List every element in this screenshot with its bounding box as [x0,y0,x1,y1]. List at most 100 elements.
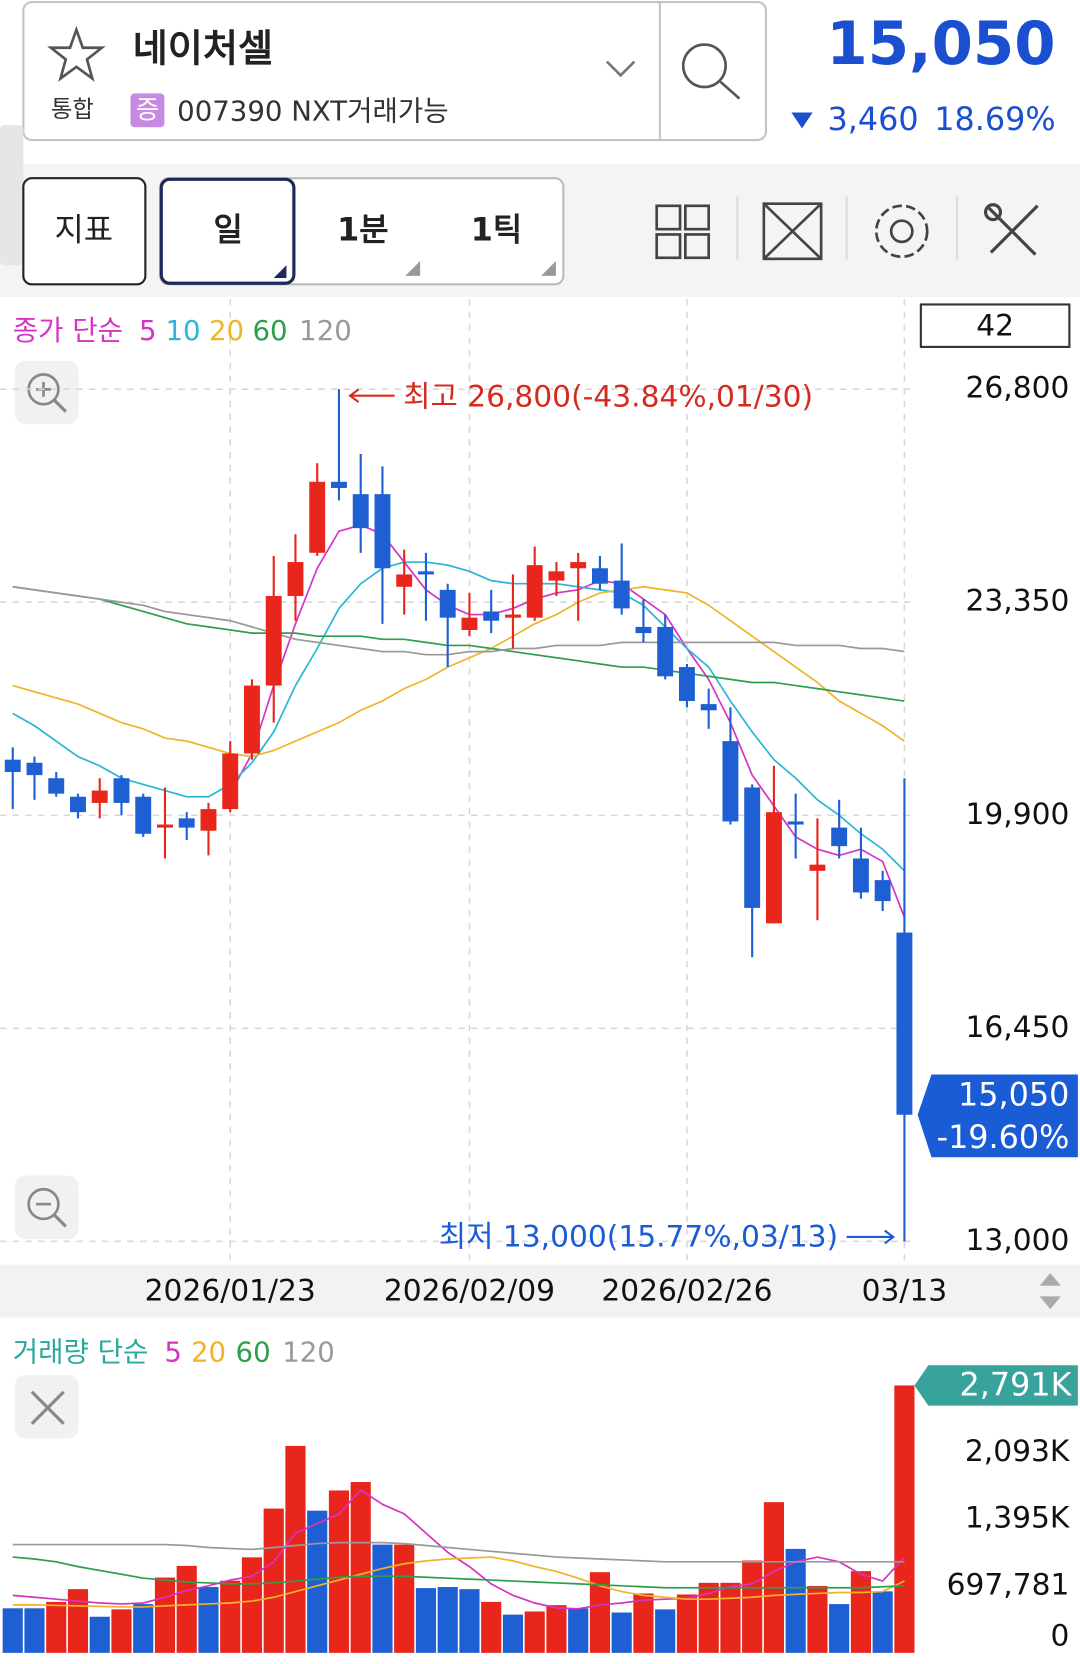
dropdown-chevron[interactable] [605,60,636,78]
indicator-button[interactable] [22,177,147,286]
x-tick-label: 2026/02/26 [601,1274,772,1309]
period-box[interactable] [919,303,1071,348]
candle-body [896,932,913,1115]
legend-item: 20 [209,314,244,347]
candle-body [26,762,43,776]
scroll-arrows[interactable] [1039,1273,1061,1310]
volume-bar [872,1591,893,1653]
volume-bar [285,1445,306,1653]
candle-body [157,824,173,828]
volume-bar [633,1593,654,1653]
volume-bar [198,1587,219,1653]
volume-bar [546,1605,567,1653]
current-price: 15,050 [826,10,1055,79]
volume-bar [350,1482,371,1653]
candle-body [657,626,674,677]
volume-bar [263,1508,284,1653]
zoom-in[interactable] [14,360,79,425]
candle-body [439,589,456,618]
legend-item: 5 [139,314,157,347]
candle-body [352,494,369,529]
period-minute[interactable]: 1분 [337,210,388,248]
search-box[interactable] [22,1,768,142]
volume-bar [459,1589,480,1653]
candle-body [700,704,717,711]
volume-bar [742,1560,763,1653]
candle-body [374,494,391,569]
volume-bar [415,1588,437,1653]
volume-bar [850,1571,871,1653]
candle-body [526,565,543,618]
low-annotation: 최저 13,000(15.77%,03/13) [439,1220,838,1255]
volume-bar [133,1604,154,1653]
volume-bar [111,1609,132,1653]
corner-mark [541,260,556,276]
volume-bar [589,1572,611,1653]
last-price-label: 15,050 [958,1076,1069,1114]
badge: 증 [136,95,159,125]
y-tick-label: 13,000 [965,1223,1069,1258]
volume-bar [307,1510,328,1653]
period-tick[interactable]: 1틱 [471,210,522,248]
y-tick-label: 16,450 [965,1010,1069,1045]
legend-item: 5 [164,1336,182,1369]
side-tab[interactable] [0,125,24,266]
expand-icon[interactable] [762,202,823,261]
date-bar [0,1264,1080,1318]
period-selected[interactable] [159,177,296,285]
corner-mark [405,260,421,276]
volume-bar [394,1544,415,1653]
settings-icon[interactable] [874,204,929,259]
volume-bar [655,1609,676,1653]
candle-body [309,481,326,553]
candle-body [91,790,108,803]
candle-body [287,562,304,597]
market-label: 통합 [51,95,94,123]
legend-item: 10 [166,314,201,347]
candle-body [504,614,521,618]
stock-code: 007390 NXT거래가능 [177,94,448,127]
candle-body [744,787,761,908]
volume-bar [24,1608,45,1653]
volume-bar [154,1577,176,1653]
legend-item: 120 [282,1336,335,1369]
volume-bar [481,1601,502,1653]
volume-bar [502,1614,524,1653]
candle-body [396,574,413,587]
moving-average-line [12,1541,905,1563]
candle-body [852,858,869,893]
close-indicator[interactable] [14,1374,79,1439]
y-tick-label: 2,093K [965,1434,1071,1469]
candle-body [4,759,21,773]
tools-icon[interactable] [983,203,1039,256]
volume-bar [176,1565,197,1653]
volume-bar [611,1612,632,1653]
volume-bar [89,1616,110,1653]
moving-average-line [229,524,906,918]
candle-body [613,580,630,609]
legend-title: 종가 단순 [13,314,123,347]
volume-bar [67,1589,89,1653]
candle-body [831,827,848,847]
zoom-out[interactable] [14,1175,79,1240]
legend-item: 60 [252,314,287,347]
moving-average-line [12,1488,906,1610]
favorite-star[interactable] [47,25,106,82]
volume-bar [894,1385,915,1653]
moving-average-line [12,585,905,758]
volume-bar [807,1585,828,1653]
candle-body [678,667,695,702]
candle-body [765,812,782,924]
candle-body [178,818,195,828]
search-icon[interactable] [681,43,741,100]
layout-icon[interactable] [655,204,711,260]
volume-bar [437,1587,458,1653]
period-day[interactable]: 일 [213,210,242,248]
price-panel [0,299,1080,1263]
high-arrow [348,388,395,403]
y-tick-label: 0 [1050,1618,1069,1653]
candle-body [570,562,587,569]
